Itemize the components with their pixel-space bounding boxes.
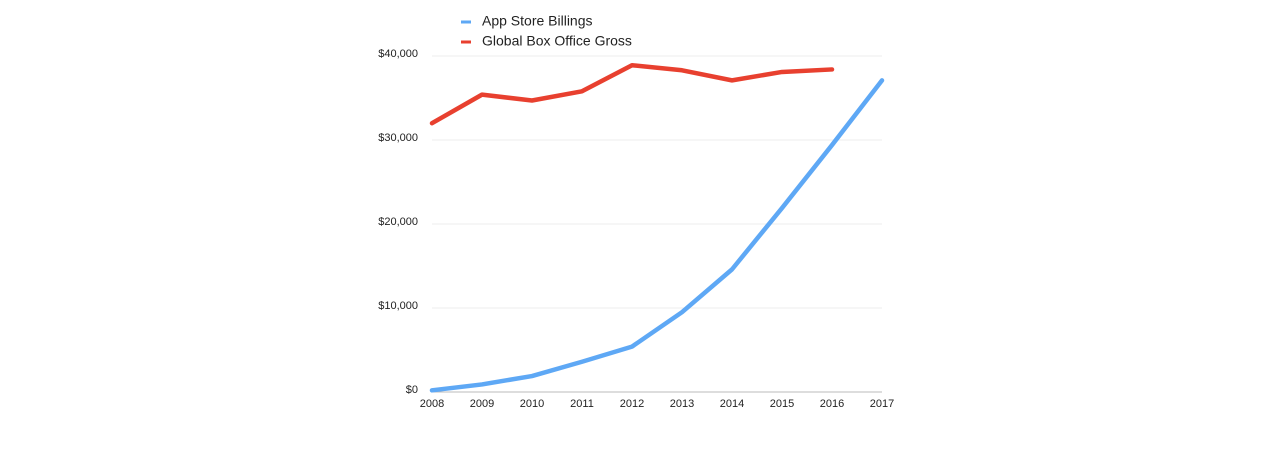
x-tick-label: 2014 <box>720 398 744 410</box>
x-tick-label: 2008 <box>420 398 444 410</box>
x-tick-label: 2009 <box>470 398 494 410</box>
x-tick-label: 2011 <box>570 398 594 410</box>
x-tick-label: 2016 <box>820 398 844 410</box>
x-tick-label: 2010 <box>520 398 544 410</box>
y-tick-label: $20,000 <box>378 216 418 228</box>
y-tick-label: $10,000 <box>378 300 418 312</box>
y-tick-label: $0 <box>406 384 418 396</box>
series-line <box>429 78 885 393</box>
x-tick-label: 2013 <box>670 398 694 410</box>
x-tick-label: 2012 <box>620 398 644 410</box>
y-tick-label: $40,000 <box>378 48 418 60</box>
series-line <box>429 62 835 126</box>
legend-label: App Store Billings <box>482 13 593 29</box>
y-tick-label: $30,000 <box>378 132 418 144</box>
x-tick-label: 2015 <box>770 398 794 410</box>
legend-label: Global Box Office Gross <box>482 33 632 49</box>
x-tick-label: 2017 <box>870 398 894 410</box>
